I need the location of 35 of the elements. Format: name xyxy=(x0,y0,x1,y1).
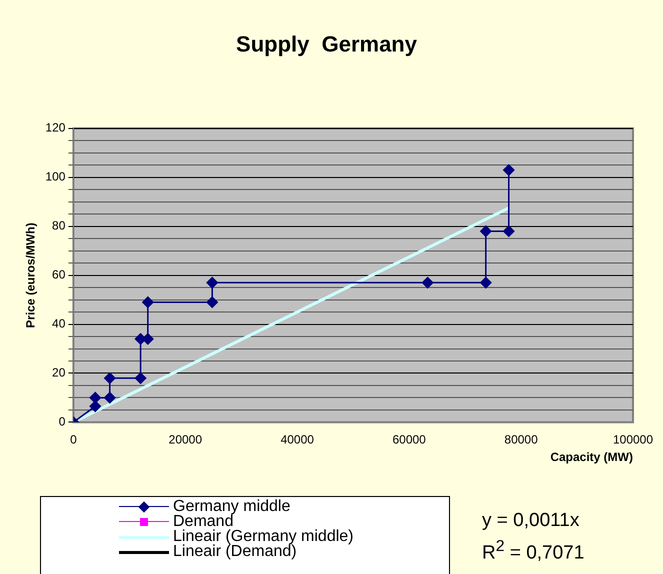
legend-label: Lineair (Germany middle) xyxy=(173,528,354,545)
point xyxy=(104,392,116,404)
chart-title: Supply Germany xyxy=(236,31,418,56)
point xyxy=(206,296,218,308)
point xyxy=(104,372,116,384)
point xyxy=(480,276,492,288)
point xyxy=(89,400,101,412)
y-tick-label: 0 xyxy=(58,414,66,429)
x-tick-label: 40000 xyxy=(280,432,314,447)
legend-label: Lineair (Demand) xyxy=(173,543,297,560)
y-tick-label: 100 xyxy=(45,170,66,184)
point xyxy=(503,164,515,176)
y-tick-label: 80 xyxy=(52,218,66,233)
x-tick-label: 60000 xyxy=(392,432,426,447)
y-tick-label: 120 xyxy=(45,120,66,135)
point xyxy=(206,276,218,288)
text: y = 0,0011x xyxy=(482,510,580,532)
point xyxy=(422,276,434,288)
x-tick-label: 80000 xyxy=(504,432,538,447)
point xyxy=(142,296,154,308)
y-tick-label: 40 xyxy=(52,316,66,331)
x-tick-label: 20000 xyxy=(168,432,202,447)
x-tick-label: 0 xyxy=(70,432,78,447)
point xyxy=(134,372,146,384)
legend-label: Germany middle xyxy=(173,498,290,515)
point xyxy=(89,392,101,404)
legend-label: Demand xyxy=(173,513,234,530)
x-tick-label: 100000 xyxy=(612,432,654,447)
text: R$^{2}$ = 0,7071 xyxy=(482,538,584,564)
point xyxy=(480,225,492,237)
x-axis-title: Capacity (MW) xyxy=(550,450,633,464)
y-axis-title: Price (euros/MWh) xyxy=(24,222,38,328)
y-tick-label: 60 xyxy=(52,268,66,282)
y-tick-label: 20 xyxy=(52,366,66,380)
point xyxy=(503,225,515,237)
